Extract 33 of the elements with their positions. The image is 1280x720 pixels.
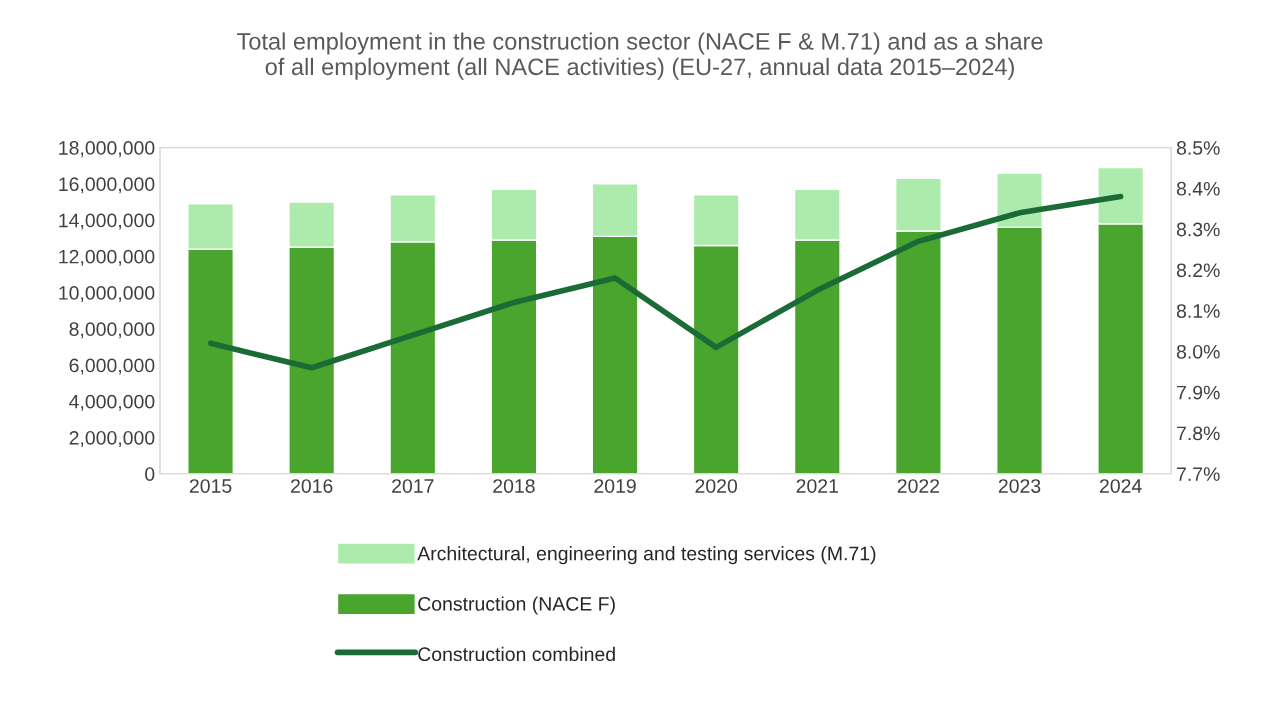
y-tick-label: 4,000,000 (69, 394, 155, 411)
y2-tick-label: 8.4% (1176, 181, 1220, 196)
x-tick-label: 2020 (695, 479, 738, 493)
y2-tick-label: 7.9% (1177, 385, 1220, 400)
y-tick-label: 6,000,000 (69, 358, 155, 375)
y2-tick-label: 8.5% (1176, 141, 1220, 155)
y-tick-label: 0 (145, 467, 155, 481)
y2-tick-label: 7.8% (1177, 426, 1220, 441)
x-tick-label: 2019 (594, 479, 636, 493)
x-tick-label: 2022 (897, 479, 940, 493)
x-tick-label: 2023 (998, 479, 1041, 493)
y2-tick-label: 8.1% (1176, 304, 1220, 318)
y-tick-label: 16,000,000 (59, 177, 155, 194)
y2-tick-label: 8.0% (1176, 344, 1220, 359)
x-tick-label: 2021 (796, 479, 838, 493)
y-tick-label: 8,000,000 (69, 322, 155, 339)
y2-tick-label: 8.2% (1176, 263, 1220, 278)
legend-label: Architectural, engineering and testing services (M.71) (417, 546, 876, 565)
y-tick-label: 12,000,000 (59, 249, 155, 266)
y2-tick-label: 7.7% (1177, 467, 1220, 481)
y-tick-label: 18,000,000 (59, 141, 155, 158)
x-tick-label: 2016 (291, 479, 333, 493)
y-tick-label: 10,000,000 (59, 286, 155, 303)
y-tick-label: 2,000,000 (69, 430, 155, 448)
legend-label: Construction combined (418, 646, 615, 662)
x-tick-label: 2017 (392, 479, 434, 493)
x-tick-label: 2024 (1099, 479, 1142, 493)
legend-label: Construction (NACE F) (418, 596, 615, 615)
y2-tick-label: 8.3% (1176, 222, 1220, 237)
chart-title: Total employment in the construction sector (NACE F & M.71) and as a share of all employment (all NACE activities) (EU-27, annual data 2015–2024) (237, 32, 1043, 80)
y-tick-label: 14,000,000 (59, 213, 155, 230)
x-tick-label: 2015 (189, 479, 232, 493)
x-tick-label: 2018 (493, 479, 535, 493)
